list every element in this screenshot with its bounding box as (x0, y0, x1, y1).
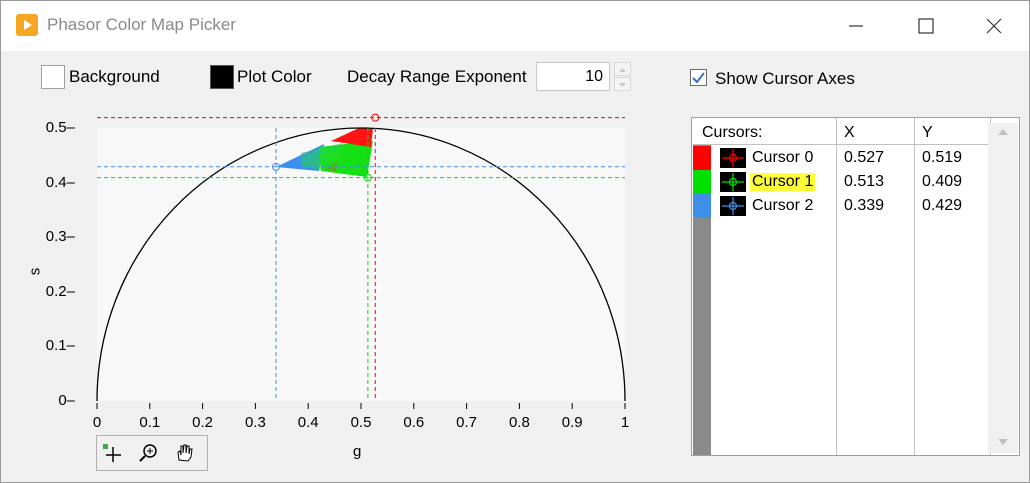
maximize-icon (918, 18, 934, 34)
cursor-name[interactable]: Cursor 1 (750, 173, 816, 191)
background-color-swatch[interactable] (41, 65, 65, 89)
x-tick-label: 1 (620, 414, 630, 431)
cursor-style-icon[interactable] (720, 172, 746, 192)
y-tick-label: 0.3– (45, 228, 75, 246)
y-tick-label: 0.1– (45, 337, 75, 355)
colormap-red (331, 128, 373, 147)
y-tick-label: 0– (58, 392, 75, 409)
cursor-y-value: 0.519 (922, 149, 963, 166)
scroll-up-icon (998, 129, 1008, 135)
x-tick-label: 0.6 (403, 414, 425, 431)
header-x: X (844, 124, 855, 141)
plot-color-swatch[interactable] (210, 65, 234, 89)
graph-palette (96, 435, 208, 471)
x-tick-label: 0.2 (192, 414, 214, 431)
x-tick-label: 0.3 (244, 414, 266, 431)
header-cursors: Cursors: (702, 124, 763, 141)
x-tick-label: 0.7 (456, 414, 478, 431)
pan-hand-icon (177, 444, 193, 462)
x-tick-label: 0.9 (561, 414, 583, 431)
zoom-tool-icon (139, 444, 157, 462)
table-header (693, 118, 991, 145)
title-bar: Phasor Color Map Picker (1, 1, 1029, 51)
colormap-blend (301, 143, 343, 171)
x-tick-label: 0.1 (139, 414, 161, 431)
plot-axes (96, 403, 626, 409)
close-icon (986, 18, 1002, 34)
cursor-color-swatch[interactable] (693, 170, 711, 194)
header-y: Y (922, 124, 933, 141)
cursor-x-value: 0.527 (844, 149, 885, 166)
cursor-name[interactable]: Cursor 2 (752, 197, 814, 214)
cursor-y-value: 0.409 (922, 173, 963, 190)
close-button[interactable] (959, 1, 1029, 51)
cursor-x-value: 0.339 (844, 197, 885, 214)
decay-range-input[interactable]: 10 (536, 62, 610, 91)
y-tick-label: 0.4– (45, 173, 75, 191)
cursor-x-value: 0.513 (844, 173, 885, 190)
x-axis-label: g (353, 443, 362, 460)
y-tick-label: 0.5– (45, 119, 75, 136)
decay-range-label: Decay Range Exponent (347, 67, 527, 86)
app-logo-icon (16, 14, 38, 36)
background-label: Background (69, 67, 160, 86)
show-cursor-axes-label: Show Cursor Axes (715, 69, 855, 88)
spin-down-icon (619, 83, 626, 87)
cursor-name[interactable]: Cursor 0 (752, 149, 814, 166)
checkmark-icon (692, 72, 705, 84)
cursors-table[interactable]: Cursors: X Y Cursor 0 0.527 0.519 Cursor 1 0… (691, 117, 1020, 456)
increment-button[interactable] (614, 62, 631, 76)
cursor-point (371, 113, 380, 122)
cursor-color-swatch[interactable] (693, 194, 711, 218)
cursor-tool-icon (103, 444, 121, 462)
universal-semicircle (96, 127, 626, 402)
window-title: Phasor Color Map Picker (47, 15, 236, 34)
cursor-style-icon[interactable] (720, 148, 746, 168)
show-cursor-axes-checkbox[interactable] (690, 69, 707, 86)
cursor-point (363, 173, 372, 182)
cursor-style-icon[interactable] (720, 196, 746, 216)
spin-up-icon (619, 68, 626, 72)
minimize-icon (849, 25, 863, 27)
x-tick-label: 0.5 (350, 414, 372, 431)
zoom-tool-button[interactable] (137, 442, 161, 464)
cursor-color-swatch[interactable] (693, 146, 711, 170)
pan-tool-button[interactable] (173, 442, 197, 464)
plot-color-label: Plot Color (237, 67, 312, 86)
y-tick-label: 0.2– (45, 282, 75, 300)
y-axis-label: s (26, 267, 44, 276)
cursor-point (271, 162, 280, 171)
scroll-down-icon (998, 439, 1008, 445)
cursor-y-value: 0.429 (922, 197, 963, 214)
x-tick-label: 0.4 (297, 414, 319, 431)
x-tick-label: 0 (92, 414, 102, 431)
table-scrollbar[interactable] (988, 123, 1018, 453)
x-tick-label: 0.8 (508, 414, 530, 431)
cursor-layer (97, 113, 625, 401)
maximize-button[interactable] (891, 1, 961, 51)
cursor-color-column (693, 145, 711, 455)
decrement-button[interactable] (614, 77, 631, 91)
cursor-tool-button[interactable] (101, 442, 125, 464)
minimize-button[interactable] (821, 1, 891, 51)
